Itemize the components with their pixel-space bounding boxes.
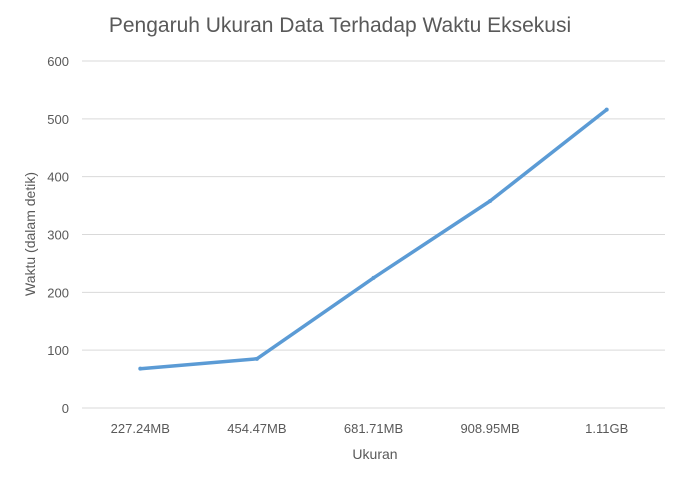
series-line (138, 107, 609, 371)
series-layer (138, 107, 609, 371)
y-tick-label: 400 (47, 170, 69, 185)
x-axis-title: Ukuran (352, 446, 397, 462)
y-tick-label: 0 (62, 401, 69, 416)
x-tick-label: 1.11GB (585, 421, 628, 436)
data-point (488, 198, 493, 203)
chart-title: Pengaruh Ukuran Data Terhadap Waktu Ekse… (109, 14, 571, 37)
data-point (604, 107, 609, 112)
x-axis-ticks: 227.24MB 454.47MB 681.71MB 908.95MB 1.11GB (111, 421, 629, 436)
x-tick-label: 908.95MB (460, 421, 519, 436)
data-point (371, 275, 376, 280)
y-tick-label: 500 (47, 112, 69, 127)
gridlines (82, 60, 665, 409)
x-tick-label: 227.24MB (111, 421, 170, 436)
data-point (254, 356, 259, 361)
y-tick-label: 600 (47, 54, 69, 69)
data-point (138, 366, 143, 371)
x-tick-label: 681.71MB (344, 421, 403, 436)
x-tick-label: 454.47MB (227, 421, 286, 436)
y-axis-ticks: 0 100 200 300 400 500 600 (47, 54, 69, 416)
y-axis-title: Waktu (dalam detik) (22, 172, 38, 296)
y-tick-label: 200 (47, 285, 69, 300)
y-tick-label: 300 (47, 228, 69, 243)
y-tick-label: 100 (47, 343, 69, 358)
